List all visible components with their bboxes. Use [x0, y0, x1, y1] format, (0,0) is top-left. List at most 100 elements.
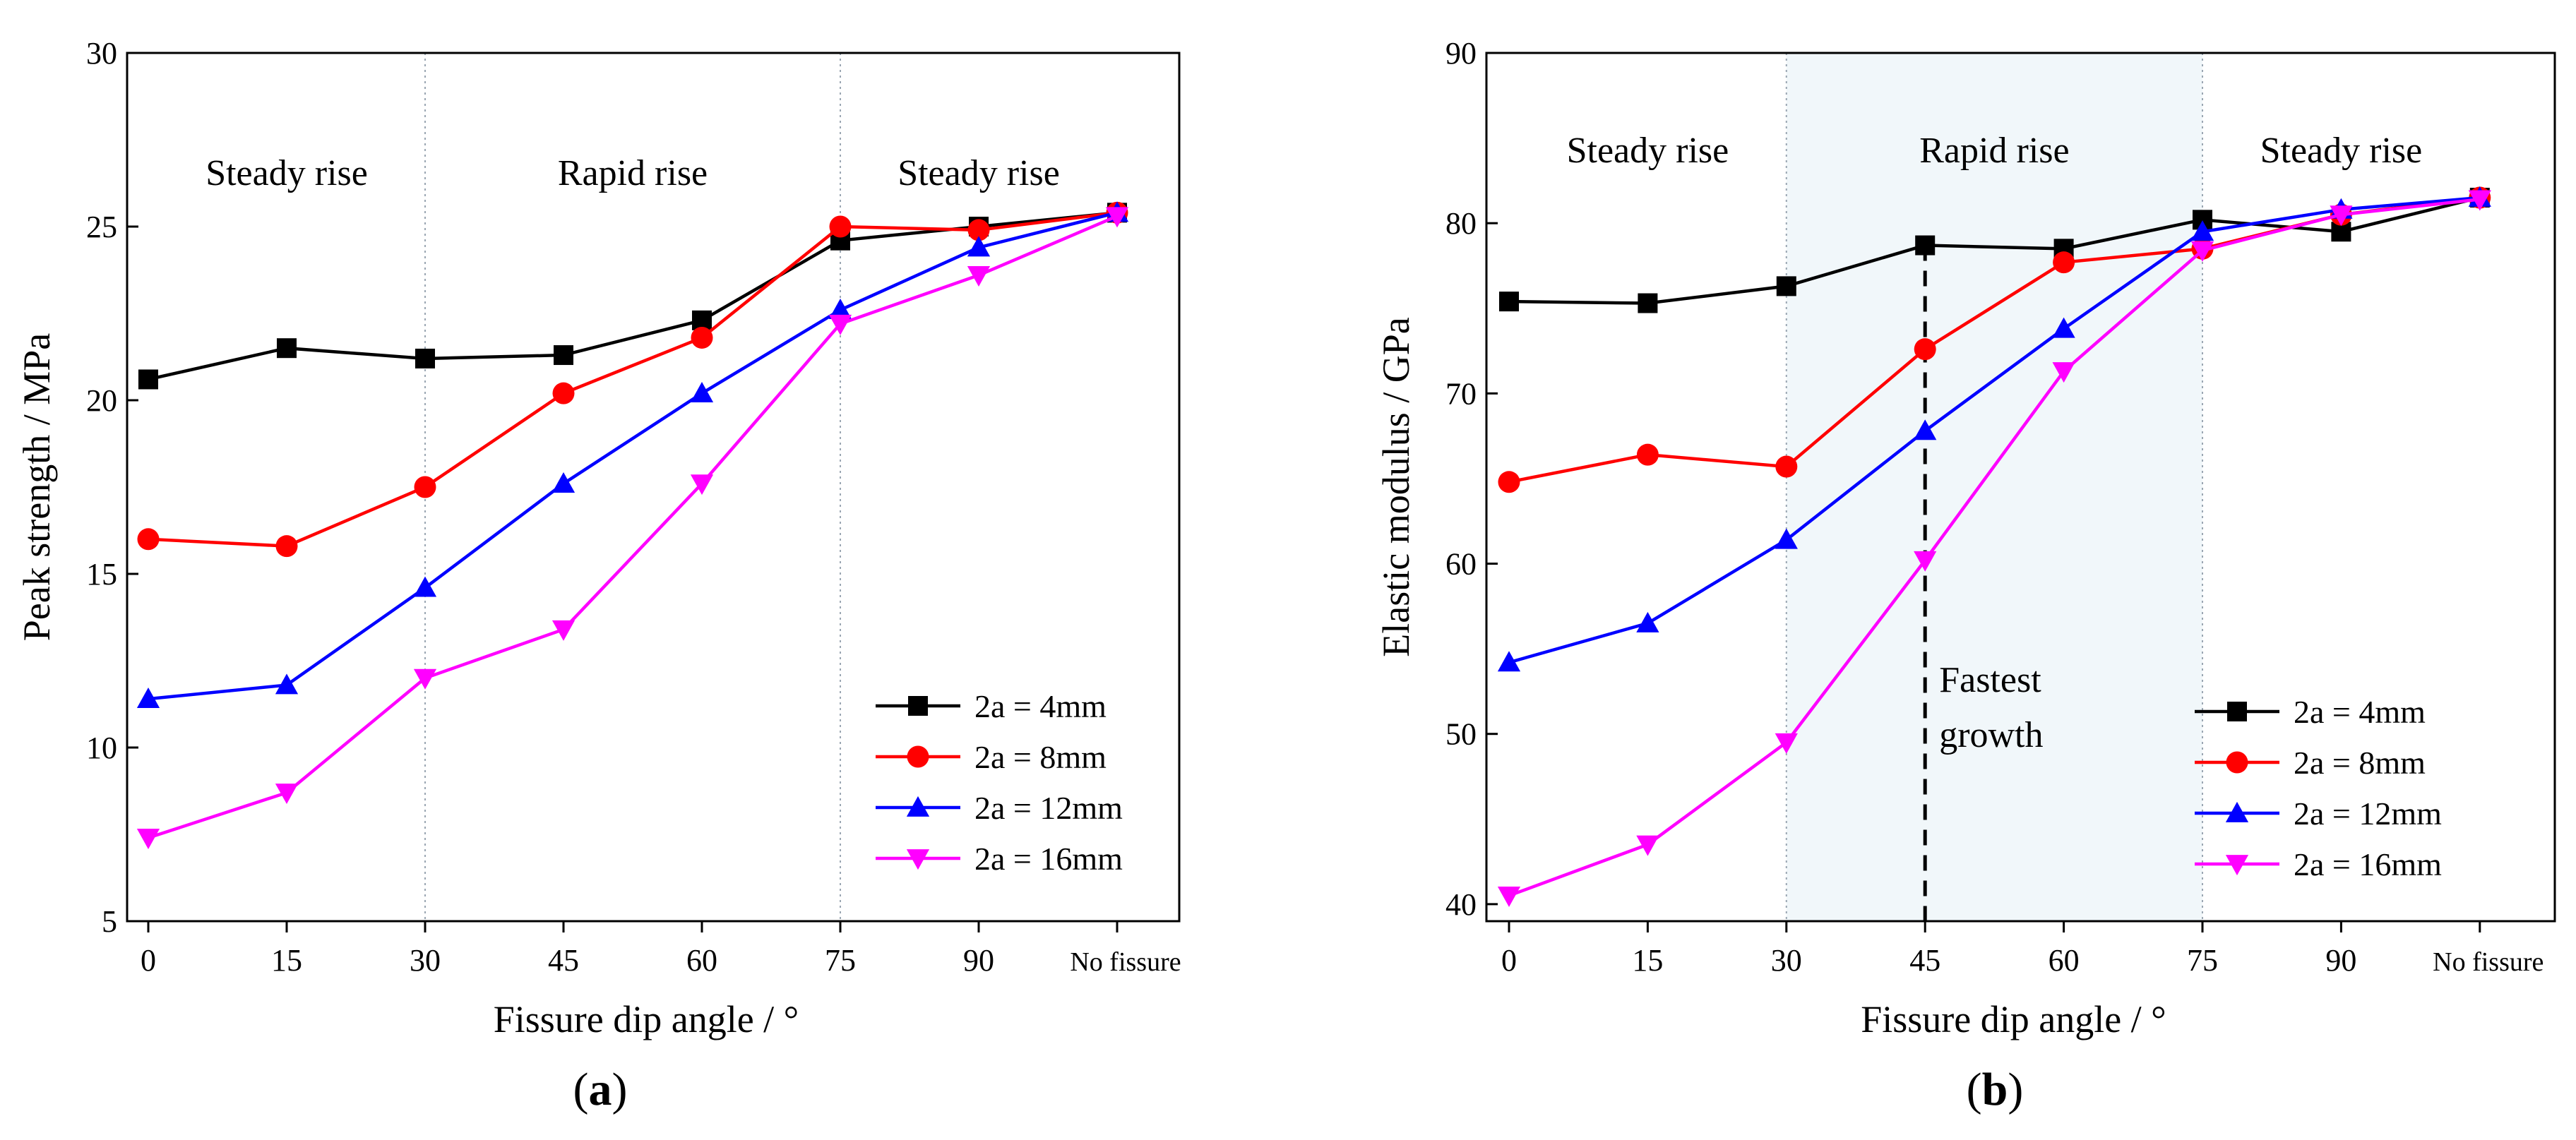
- data-point: [2053, 251, 2075, 274]
- x-tick-label: No fissure: [2433, 947, 2544, 977]
- data-point: [828, 314, 852, 335]
- legend-marker: [906, 796, 930, 817]
- plot-area: [127, 53, 1179, 921]
- panel-b-chart: Steady rise Rapid rise Steady rise 40 50 60 70…: [1375, 36, 2556, 1115]
- data-point: [1636, 443, 1659, 466]
- series-line: [1508, 196, 2480, 664]
- panel-label-open: (: [1967, 1064, 1982, 1115]
- data-point: [967, 236, 991, 257]
- data-point: [1499, 292, 1519, 312]
- data-point: [414, 476, 436, 498]
- data-point: [413, 576, 437, 597]
- legend-label: 2a = 12mm: [2294, 796, 2442, 832]
- series-4: [136, 207, 1129, 850]
- legend: 2a = 4mm 2a = 8mm 2a = 12mm 2a = 16mm: [876, 688, 1123, 877]
- data-point: [2468, 190, 2491, 211]
- y-tick-label: 25: [86, 210, 117, 244]
- series-3: [1497, 186, 2491, 672]
- data-point: [551, 472, 576, 493]
- rapid-rise-band: [1786, 53, 2202, 921]
- y-tick-label: 50: [1445, 717, 1477, 752]
- series-4: [1497, 190, 2491, 907]
- x-axis-title: Fissure dip angle / °: [494, 998, 799, 1040]
- data-point: [551, 620, 576, 641]
- data-point: [1914, 419, 1937, 440]
- region-label-3: Steady rise: [898, 153, 1060, 193]
- panel-label-letter: a: [589, 1064, 612, 1115]
- region-label-1: Steady rise: [205, 153, 368, 193]
- data-point: [2052, 317, 2075, 338]
- data-point: [1914, 338, 1936, 361]
- data-point: [1638, 293, 1658, 313]
- data-point: [1498, 471, 1520, 493]
- series-line: [1508, 198, 2481, 897]
- panel-label-open: (: [573, 1064, 589, 1115]
- data-point: [2330, 205, 2353, 227]
- legend-marker: [2225, 801, 2249, 822]
- y-tick-label: 60: [1445, 547, 1477, 582]
- series-line: [148, 215, 1118, 840]
- legend-label: 2a = 4mm: [2294, 694, 2426, 730]
- y-axis-title: Elastic modulus / GPa: [1375, 317, 1417, 656]
- data-point: [2190, 241, 2214, 262]
- data-point: [828, 298, 852, 319]
- x-tick-label: 0: [141, 943, 156, 978]
- legend-marker: [2225, 855, 2249, 876]
- x-tick-label: 45: [548, 943, 579, 978]
- series-line: [1508, 196, 2481, 305]
- data-point: [1497, 651, 1521, 672]
- x-axis-title: Fissure dip angle / °: [1861, 998, 2166, 1040]
- x-tick-label: 15: [1632, 943, 1663, 978]
- y-tick-label: 20: [86, 383, 117, 418]
- legend: 2a = 4mm 2a = 8mm 2a = 12mm 2a = 16mm: [2195, 694, 2442, 882]
- data-point: [554, 345, 573, 366]
- data-point: [138, 369, 158, 390]
- legend-label: 2a = 16mm: [2294, 846, 2442, 882]
- y-axis-title: Peak strength / MPa: [16, 333, 58, 641]
- legend-marker: [2227, 702, 2247, 721]
- y-tick-label: 70: [1445, 376, 1477, 411]
- data-point: [967, 219, 990, 241]
- data-point: [552, 382, 575, 404]
- annotation-line-1: Fastest: [1939, 660, 2041, 700]
- x-tick-label: 60: [2049, 943, 2080, 978]
- data-point: [1775, 455, 1798, 478]
- x-tick-label: 90: [963, 943, 994, 978]
- data-point: [1915, 235, 1936, 256]
- x-tick-label: No fissure: [1070, 947, 1181, 977]
- series-3: [136, 201, 1129, 708]
- data-point: [136, 688, 160, 708]
- x-tick-label: 60: [686, 943, 717, 978]
- legend-label: 2a = 12mm: [974, 790, 1123, 826]
- x-tick-label: 30: [1771, 943, 1802, 978]
- data-point: [1775, 528, 1798, 549]
- panel-label-letter: b: [1982, 1064, 2008, 1115]
- data-point: [1776, 276, 1796, 296]
- panel-label: (a): [573, 1064, 628, 1115]
- region-label-3: Steady rise: [2260, 131, 2423, 171]
- series-line: [148, 211, 1118, 701]
- y-tick-label: 15: [86, 557, 117, 592]
- data-point: [691, 326, 713, 349]
- panel-a-chart: Steady rise Rapid rise Steady rise 5 10 15 20 2…: [16, 36, 1181, 1115]
- legend-label: 2a = 8mm: [2294, 745, 2426, 781]
- y-tick-label: 40: [1445, 887, 1477, 922]
- data-point: [829, 215, 852, 238]
- legend-marker: [906, 849, 930, 870]
- data-point: [275, 673, 299, 695]
- x-tick-label: 90: [2325, 943, 2356, 978]
- annotation-line-2: growth: [1939, 715, 2043, 755]
- y-tick-label: 5: [102, 904, 117, 939]
- y-tick-label: 80: [1445, 206, 1477, 241]
- y-tick-label: 90: [1445, 36, 1477, 71]
- region-label-2: Rapid rise: [558, 153, 708, 193]
- data-point: [413, 668, 437, 690]
- data-point: [690, 474, 714, 496]
- panel-label: (b): [1967, 1064, 2024, 1115]
- data-point: [137, 528, 160, 551]
- data-point: [1105, 207, 1129, 228]
- legend-marker: [907, 745, 929, 768]
- region-label-2: Rapid rise: [1919, 131, 2069, 171]
- x-tick-label: 0: [1501, 943, 1517, 978]
